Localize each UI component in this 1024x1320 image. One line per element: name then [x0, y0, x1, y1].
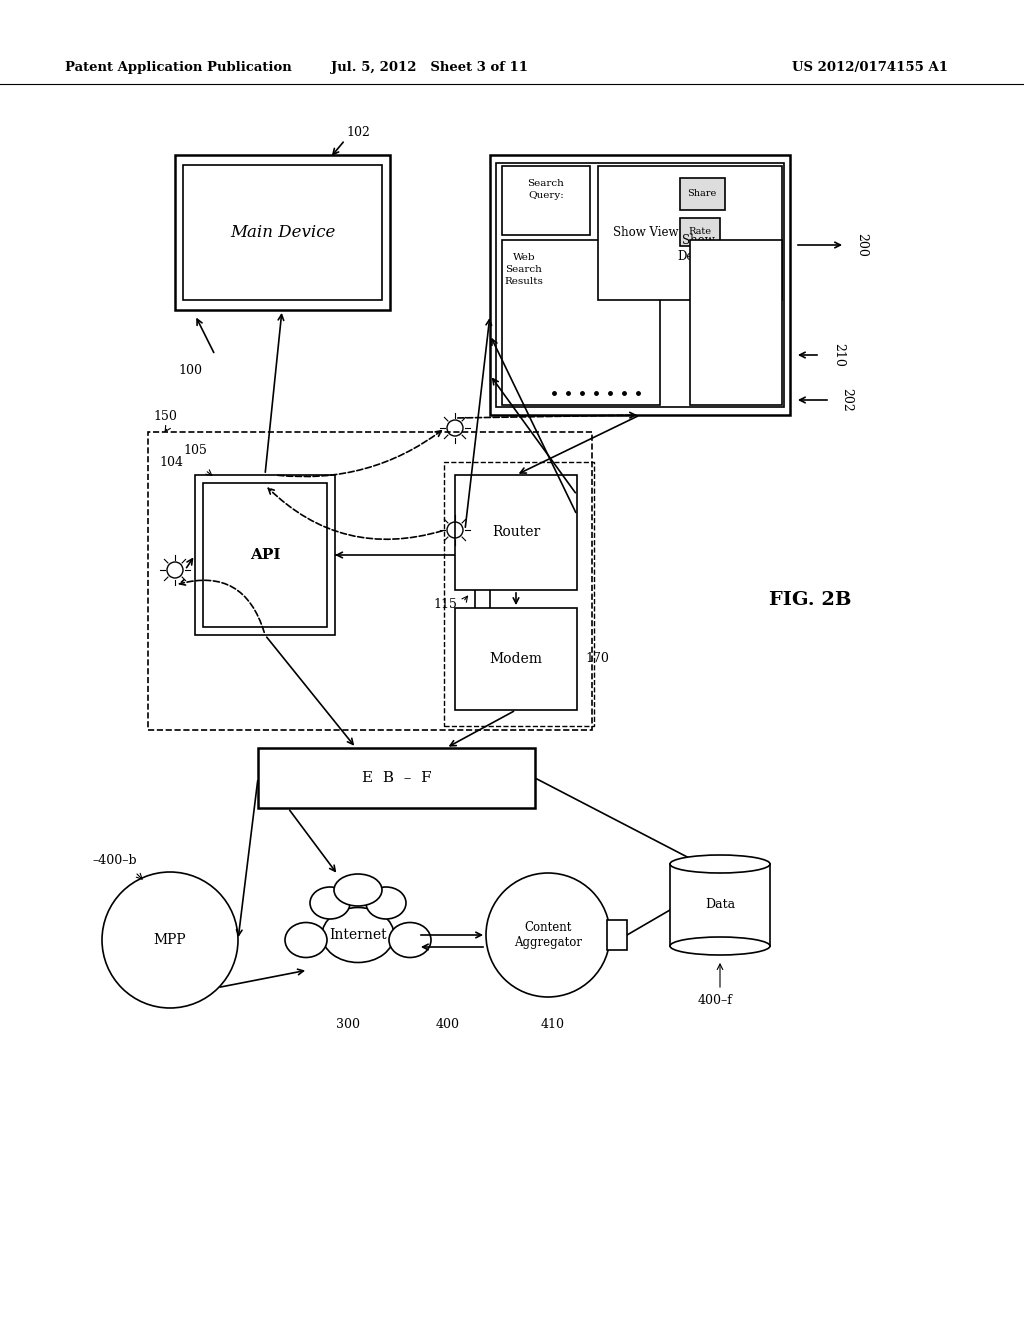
- Ellipse shape: [670, 937, 770, 954]
- Text: 100: 100: [178, 363, 202, 376]
- Text: Patent Application Publication: Patent Application Publication: [65, 62, 292, 74]
- Text: Router: Router: [492, 525, 540, 540]
- Bar: [444, 462, 594, 726]
- Text: MPP: MPP: [154, 933, 186, 946]
- Bar: [680, 178, 725, 210]
- Bar: [195, 475, 335, 635]
- Text: Query:: Query:: [528, 191, 564, 201]
- Text: Results: Results: [505, 277, 544, 286]
- Ellipse shape: [389, 923, 431, 957]
- Circle shape: [486, 873, 610, 997]
- Text: 200: 200: [855, 234, 868, 257]
- Text: 102: 102: [346, 125, 370, 139]
- Text: 400–f: 400–f: [697, 994, 732, 1006]
- Bar: [258, 748, 535, 808]
- Bar: [455, 609, 577, 710]
- Text: Search: Search: [527, 180, 564, 189]
- Text: Rate: Rate: [688, 227, 712, 236]
- Bar: [175, 154, 390, 310]
- Text: Show: Show: [682, 235, 715, 248]
- Text: Search: Search: [506, 265, 543, 275]
- Bar: [455, 475, 577, 590]
- Text: Show View: Show View: [613, 227, 679, 239]
- Bar: [148, 432, 592, 730]
- Text: Modem: Modem: [489, 652, 543, 667]
- Ellipse shape: [334, 874, 382, 906]
- Ellipse shape: [366, 887, 406, 919]
- Text: US 2012/0174155 A1: US 2012/0174155 A1: [792, 62, 948, 74]
- Text: 170: 170: [585, 652, 609, 665]
- Text: 300: 300: [336, 1019, 360, 1031]
- Bar: [607, 920, 627, 950]
- Text: 115: 115: [433, 598, 457, 611]
- Bar: [183, 165, 382, 300]
- Text: 104: 104: [159, 457, 183, 470]
- Circle shape: [102, 873, 238, 1008]
- Text: 105: 105: [183, 444, 207, 457]
- Bar: [496, 162, 784, 407]
- Bar: [670, 865, 770, 946]
- Bar: [598, 166, 782, 300]
- Ellipse shape: [285, 923, 327, 957]
- Ellipse shape: [322, 908, 394, 962]
- Ellipse shape: [310, 887, 350, 919]
- Bar: [203, 483, 327, 627]
- Text: Web: Web: [513, 253, 536, 263]
- Text: 410: 410: [541, 1019, 565, 1031]
- Text: 202: 202: [840, 388, 853, 412]
- Text: 150: 150: [153, 411, 177, 424]
- Text: API: API: [250, 548, 281, 562]
- Text: Main Device: Main Device: [229, 224, 335, 242]
- Text: E  B  –  F: E B – F: [361, 771, 431, 785]
- Bar: [502, 240, 660, 405]
- Text: –400–b: –400–b: [93, 854, 137, 866]
- Text: 210: 210: [831, 343, 845, 367]
- Bar: [502, 166, 590, 235]
- Bar: [680, 218, 720, 246]
- Text: 400: 400: [436, 1019, 460, 1031]
- Text: Internet: Internet: [329, 928, 387, 942]
- Bar: [690, 240, 782, 405]
- Text: Jul. 5, 2012   Sheet 3 of 11: Jul. 5, 2012 Sheet 3 of 11: [332, 62, 528, 74]
- Bar: [490, 154, 790, 414]
- Text: Content
Aggregator: Content Aggregator: [514, 921, 582, 949]
- Text: FIG. 2B: FIG. 2B: [769, 591, 851, 609]
- Text: Data: Data: [705, 899, 735, 912]
- Text: Details: Details: [677, 249, 719, 263]
- Ellipse shape: [670, 855, 770, 873]
- Text: Share: Share: [687, 190, 717, 198]
